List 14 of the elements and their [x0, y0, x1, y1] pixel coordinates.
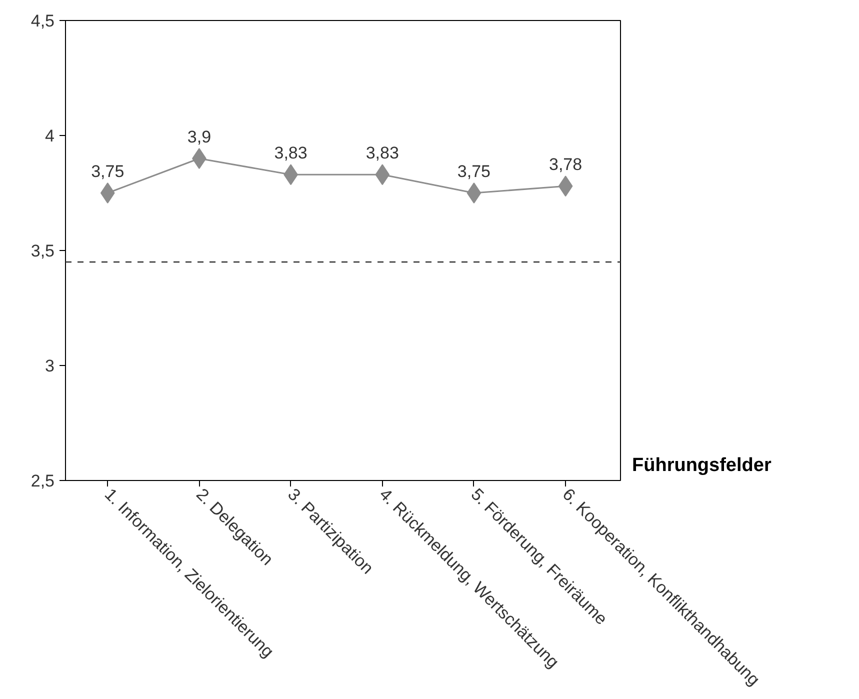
data-label: 3,9	[187, 128, 212, 146]
data-label: 3,75	[457, 162, 491, 181]
y-tick-label: 4	[45, 126, 55, 146]
y-tick-label: 3	[45, 356, 55, 376]
point	[466, 182, 482, 204]
y-tick-label: 4,5	[30, 12, 55, 30]
y-tick-label: 2,5	[30, 472, 55, 490]
data-label: 3,75	[91, 162, 124, 181]
x-axis-title: Führungsfelder	[632, 454, 772, 478]
data-label: 3,83	[274, 144, 308, 163]
data-label: 3,78	[549, 155, 582, 174]
point	[100, 182, 115, 204]
data-label: 3,83	[366, 144, 399, 163]
y-tick-label: 3,5	[30, 242, 55, 260]
